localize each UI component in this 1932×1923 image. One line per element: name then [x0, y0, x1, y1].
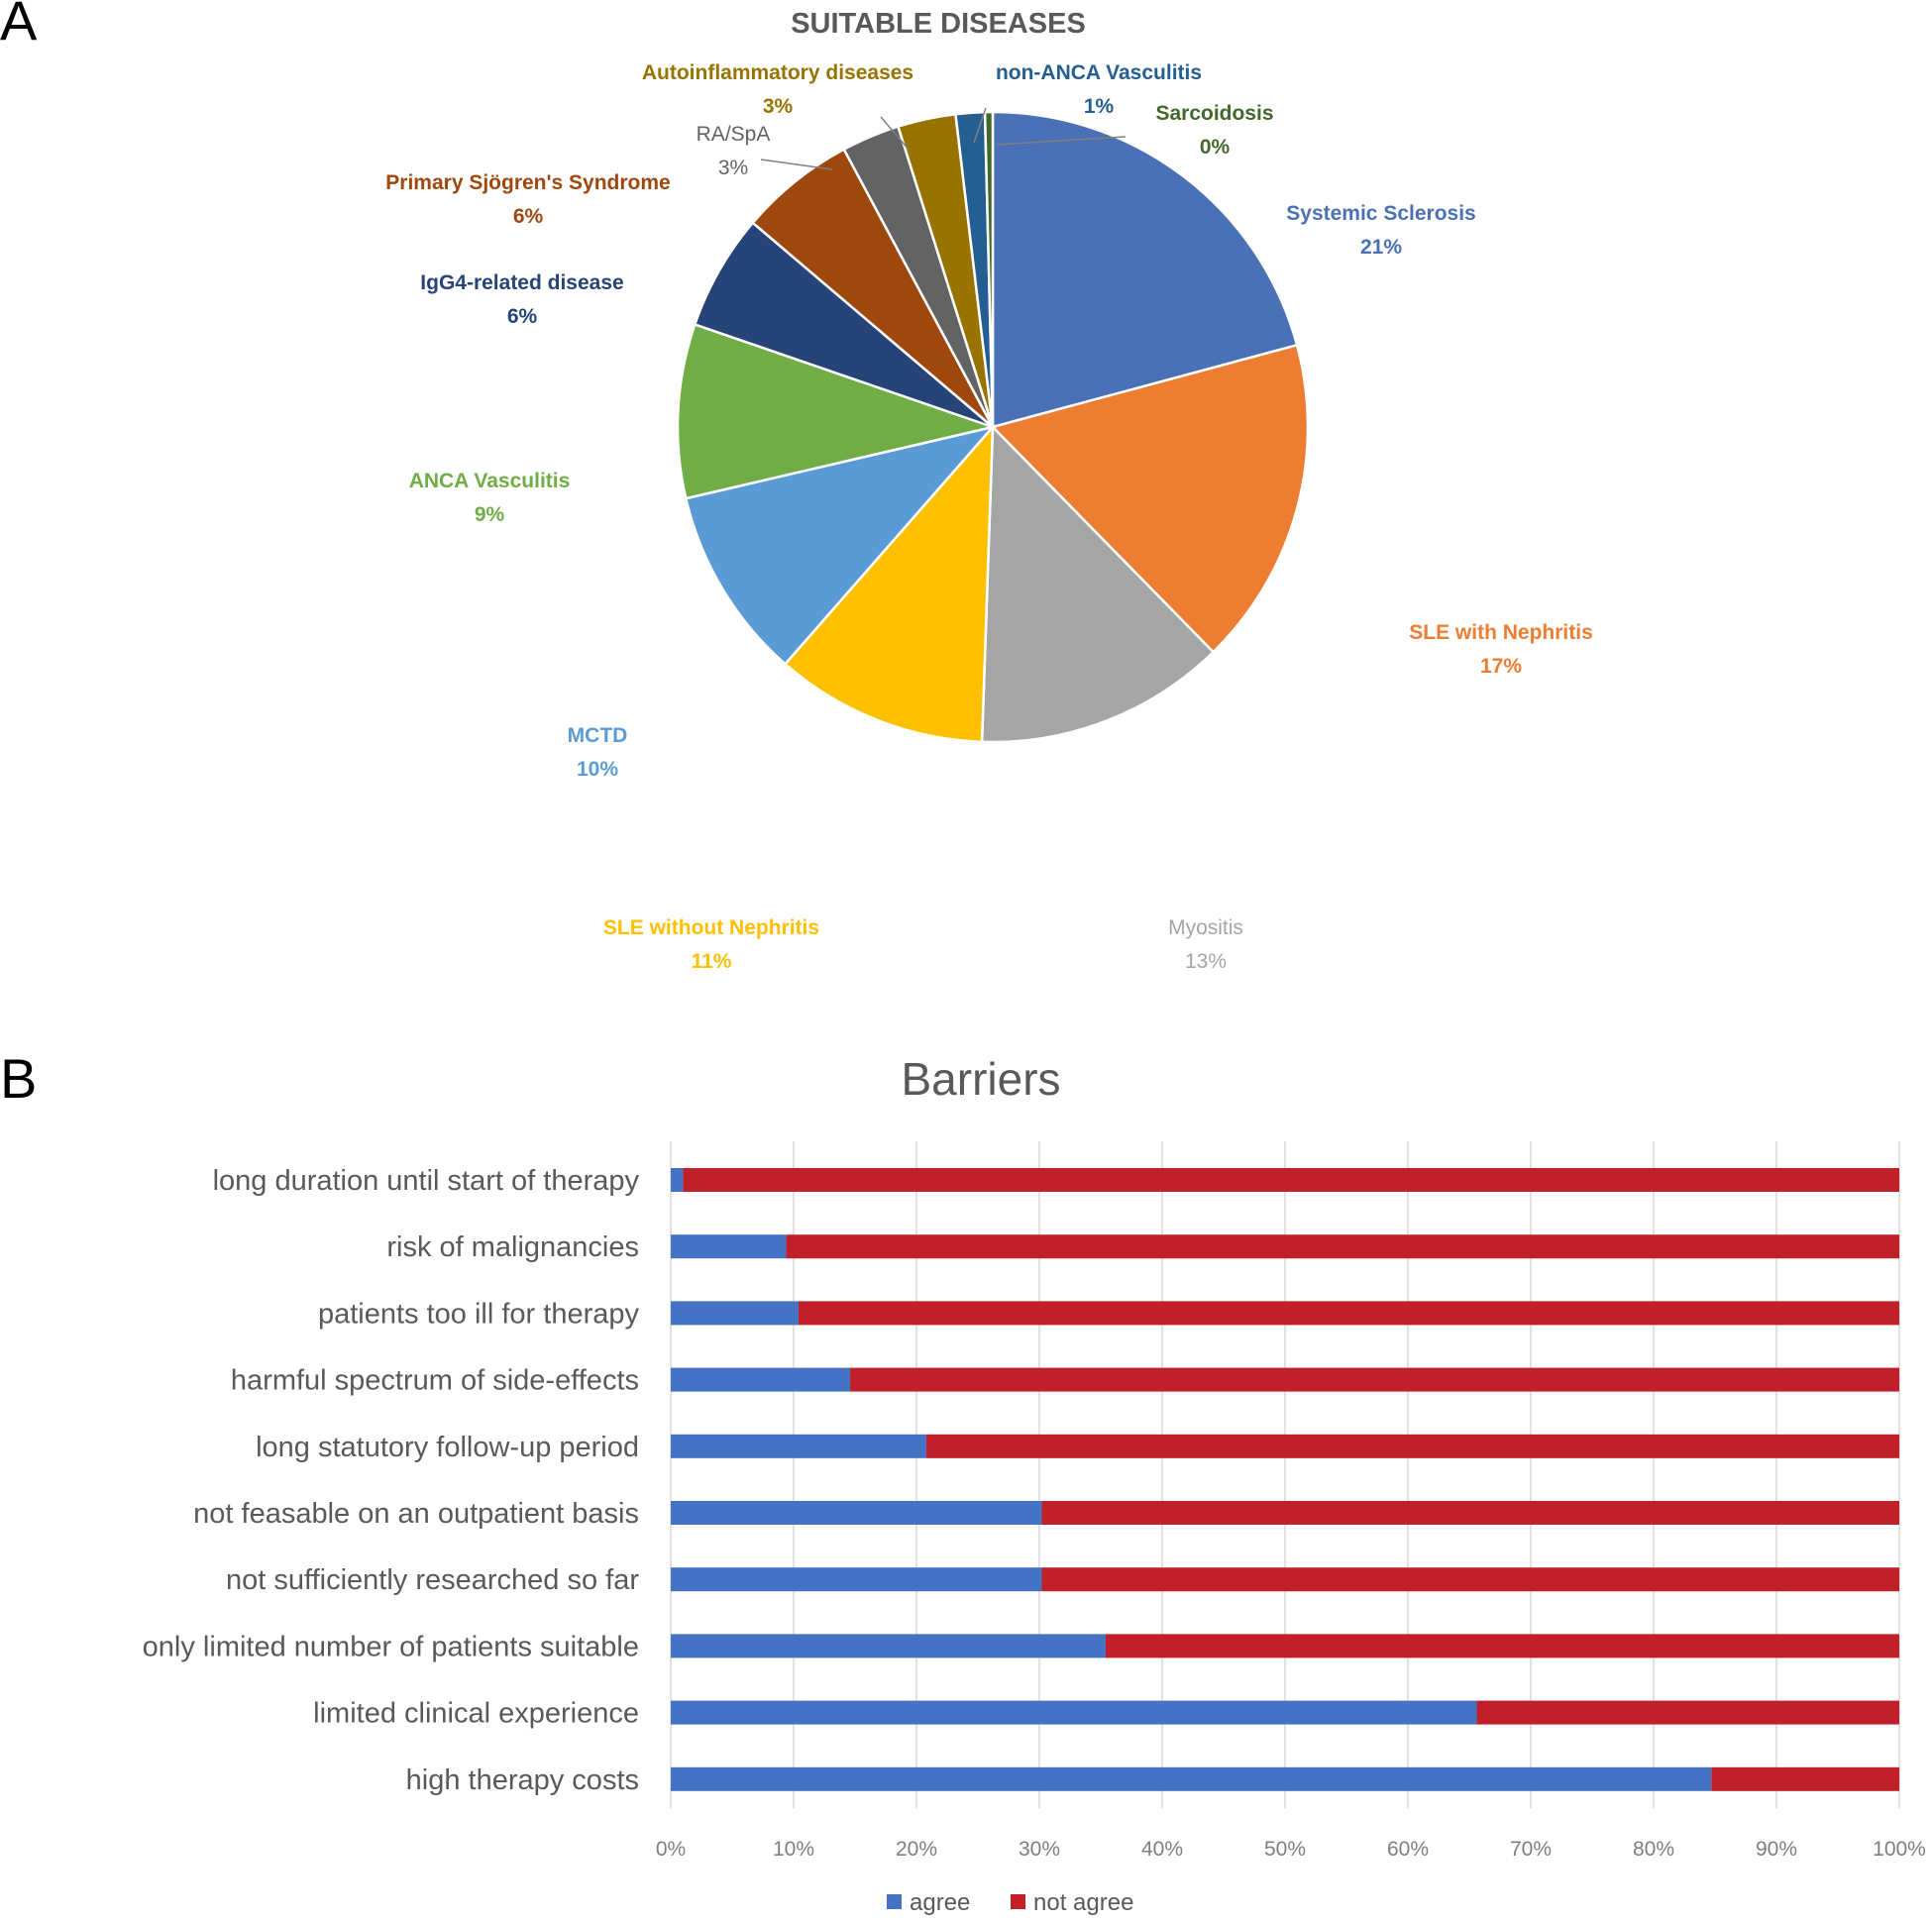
category-label-high-therapy-costs: high therapy costs: [406, 1764, 639, 1796]
pie-percent-sle-with-nephritis: 17%: [1480, 655, 1522, 678]
bar-title: Barriers: [901, 1053, 1060, 1105]
bar-agree-long-duration-until-start-of-therapy: [671, 1168, 684, 1192]
x-tick-90-pct: 90%: [1756, 1838, 1797, 1861]
pie-label-igg4-related-disease: IgG4-related disease: [420, 271, 623, 294]
bar-category-labels: long duration until start of therapy risk…: [143, 1165, 640, 1796]
bar-x-tick-labels: 0% 10% 20% 30% 40% 50% 60% 70% 80% 90% 100%: [656, 1838, 1926, 1861]
category-label-harmful-spectrum-of-side-effects: harmful spectrum of side-effects: [231, 1365, 639, 1397]
x-tick-80-pct: 80%: [1633, 1838, 1674, 1861]
pie-percent-sarcoidosis: 0%: [1200, 136, 1231, 159]
pie-label-mctd: MCTD: [568, 724, 628, 747]
pie-slices: [676, 110, 1310, 744]
x-tick-60-pct: 60%: [1387, 1838, 1429, 1861]
bar-not-agree-patients-too-ill-for-therapy: [798, 1301, 1900, 1326]
bar-not-agree-long-statutory-follow-up-period: [925, 1434, 1899, 1458]
pie-percent-mctd: 10%: [577, 758, 618, 781]
pie-slice-mctd: [684, 424, 997, 666]
bar-agree-risk-of-malignancies: [671, 1234, 787, 1259]
pie-slice-myositis: [980, 424, 1216, 744]
bar-agree-not-feasable-on-an-outpatient-basis: [671, 1501, 1042, 1525]
pie-percent-autoinflammatory-diseases: 3%: [763, 95, 794, 118]
x-tick-40-pct: 40%: [1141, 1838, 1183, 1861]
category-label-risk-of-malignancies: risk of malignancies: [386, 1231, 639, 1263]
category-label-limited-clinical-experience: limited clinical experience: [313, 1698, 639, 1730]
pie-labels: Systemic Sclerosis 21% SLE with Nephritis 1…: [385, 61, 1592, 973]
pie-label-anca-vasculitis: ANCA Vasculitis: [409, 470, 571, 492]
pie-percent-primary-sj-gren-s-syndrome: 6%: [513, 205, 544, 228]
bar-not-agree-not-sufficiently-researched-so-far: [1041, 1567, 1899, 1592]
pie-percent-systemic-sclerosis: 21%: [1360, 236, 1402, 259]
x-tick-50-pct: 50%: [1264, 1838, 1306, 1861]
bar-not-agree-limited-clinical-experience: [1476, 1700, 1899, 1725]
panel-b-label: B: [0, 1047, 37, 1110]
pie-label-primary-sj-gren-s-syndrome: Primary Sjögren's Syndrome: [385, 171, 670, 194]
bar-agree-patients-too-ill-for-therapy: [671, 1301, 799, 1326]
pie-title: SUITABLE DISEASES: [791, 8, 1086, 40]
pie-leader-non-anca-vasculitis: [973, 107, 987, 144]
pie-label-sarcoidosis: Sarcoidosis: [1155, 102, 1273, 125]
bar-not-agree-long-duration-until-start-of-therapy: [683, 1168, 1899, 1192]
pie-chart: SUITABLE DISEASES Systemic Sclerosis21%S…: [385, 8, 1592, 973]
pie-label-autoinflammatory-diseases: Autoinflammatory diseases: [642, 61, 913, 84]
legend-swatch-not-agree: [1011, 1894, 1025, 1909]
pie-percent-anca-vasculitis: 9%: [475, 503, 505, 526]
x-tick-10-pct: 10%: [773, 1838, 814, 1861]
pie-label-non-anca-vasculitis: non-ANCA Vasculitis: [996, 61, 1202, 84]
bar-chart: Barriers long duration until start of th…: [143, 1053, 1926, 1916]
pie-leader-ra-spa: [760, 159, 833, 170]
pie-label-myositis: Myositis: [1168, 916, 1243, 939]
pie-label-ra-spa: RA/SpA: [697, 123, 771, 146]
x-tick-30-pct: 30%: [1019, 1838, 1060, 1861]
bar-agree-high-therapy-costs: [671, 1766, 1712, 1791]
pie-label-sle-without-nephritis: SLE without Nephritis: [603, 916, 819, 939]
category-label-long-statutory-follow-up-period: long statutory follow-up period: [256, 1432, 639, 1463]
x-tick-0-pct: 0%: [656, 1838, 686, 1861]
legend-swatch-agree: [887, 1894, 902, 1909]
bar-agree-harmful-spectrum-of-side-effects: [671, 1367, 851, 1392]
category-label-long-duration-until-start-of-therapy: long duration until start of therapy: [213, 1165, 640, 1197]
bar-agree-only-limited-number-of-patients-suitable: [671, 1634, 1106, 1658]
bar-not-agree-risk-of-malignancies: [786, 1234, 1899, 1259]
pie-leader-lines: [760, 107, 1127, 170]
x-tick-70-pct: 70%: [1510, 1838, 1552, 1861]
bar-agree-long-statutory-follow-up-period: [671, 1434, 926, 1458]
category-label-not-sufficiently-researched-so-far: not sufficiently researched so far: [226, 1564, 639, 1596]
legend-label-agree: agree: [910, 1889, 970, 1916]
legend-label-not-agree: not agree: [1033, 1889, 1133, 1916]
pie-slice-systemic-sclerosis: [991, 110, 1299, 429]
category-label-patients-too-ill-for-therapy: patients too ill for therapy: [318, 1298, 640, 1330]
pie-percent-non-anca-vasculitis: 1%: [1084, 95, 1115, 118]
bar-not-agree-only-limited-number-of-patients-suitable: [1105, 1634, 1899, 1658]
pie-percent-igg4-related-disease: 6%: [507, 305, 538, 328]
pie-slice-sle-with-nephritis: [990, 343, 1310, 654]
bar-agree-not-sufficiently-researched-so-far: [671, 1567, 1042, 1592]
bar-not-agree-not-feasable-on-an-outpatient-basis: [1041, 1501, 1899, 1525]
pie-slice-sle-without-nephritis: [783, 423, 995, 744]
x-tick-20-pct: 20%: [896, 1838, 937, 1861]
pie-label-sle-with-nephritis: SLE with Nephritis: [1409, 621, 1593, 644]
panel-a-label: A: [0, 0, 38, 52]
bar-not-agree-high-therapy-costs: [1711, 1766, 1899, 1791]
pie-leader-sarcoidosis: [996, 136, 1127, 146]
category-label-not-feasable-on-an-outpatient-basis: not feasable on an outpatient basis: [193, 1498, 639, 1530]
bar-legend: agree not agree: [887, 1889, 1133, 1916]
bar-agree-limited-clinical-experience: [671, 1700, 1477, 1725]
pie-leader-autoinflammatory-diseases: [880, 116, 911, 152]
category-label-only-limited-number-of-patients-suitable: only limited number of patients suitable: [143, 1631, 639, 1662]
x-tick-100-pct: 100%: [1873, 1838, 1926, 1861]
pie-percent-sle-without-nephritis: 11%: [692, 950, 732, 973]
pie-label-systemic-sclerosis: Systemic Sclerosis: [1286, 202, 1475, 225]
bar-series: [671, 1168, 1900, 1791]
pie-slice-anca-vasculitis: [676, 322, 998, 500]
bar-not-agree-harmful-spectrum-of-side-effects: [850, 1367, 1899, 1392]
pie-percent-myositis: 13%: [1185, 950, 1227, 973]
pie-percent-ra-spa: 3%: [718, 157, 748, 179]
